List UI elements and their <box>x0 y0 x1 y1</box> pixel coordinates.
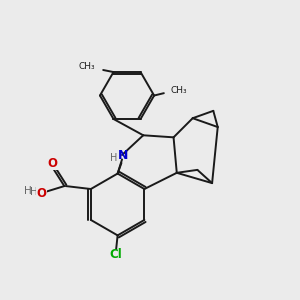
Text: O: O <box>48 157 58 170</box>
Text: O: O <box>36 187 46 200</box>
Text: H: H <box>30 187 38 197</box>
Text: Cl: Cl <box>110 248 122 261</box>
Text: H: H <box>110 153 118 163</box>
Text: N: N <box>118 148 129 161</box>
Text: CH₃: CH₃ <box>79 62 95 71</box>
Text: CH₃: CH₃ <box>170 86 187 95</box>
Text: H: H <box>24 186 32 197</box>
